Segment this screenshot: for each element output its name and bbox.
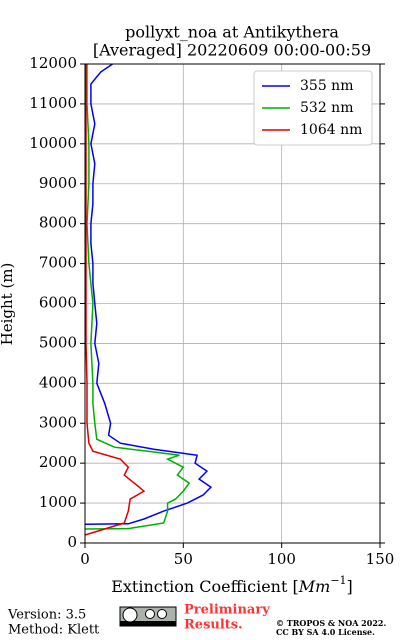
x-tick-label: 100 <box>267 550 296 568</box>
x-label-exponent: −1 <box>330 574 346 587</box>
profile-line <box>84 64 146 536</box>
copyright: CC BY SA 4.0 License. <box>276 627 375 637</box>
legend-label: 355 nm <box>300 78 353 94</box>
y-tick-label: 1000 <box>39 493 77 511</box>
profile-line <box>84 63 213 525</box>
x-label-end: ] <box>347 577 353 596</box>
y-tick-label: 11000 <box>29 94 77 112</box>
y-tick-label: 0 <box>67 533 77 551</box>
y-tick-label: 9000 <box>39 174 77 192</box>
method: Method: Klett <box>8 623 100 638</box>
chart-subtitle: [Averaged] 20220609 00:00-00:59 <box>93 41 371 60</box>
preliminary: Results. <box>184 618 243 633</box>
y-tick-label: 2000 <box>39 453 77 471</box>
y-tick-label: 3000 <box>39 413 77 431</box>
y-tick-label: 8000 <box>39 214 77 232</box>
chart-title: pollyxt_noa at Antikythera <box>125 23 339 42</box>
x-axis-label: Extinction Coefficient [Mm−1] <box>111 574 353 596</box>
y-tick-label: 10000 <box>29 134 77 152</box>
y-tick-label: 4000 <box>39 373 77 391</box>
y-tick-label: 5000 <box>39 333 77 351</box>
copyright: © TROPOS & NOA 2022. <box>276 618 386 628</box>
x-label-unit: Mm <box>298 577 331 596</box>
plot-frame <box>84 63 381 544</box>
preliminary: Preliminary <box>184 603 270 618</box>
x-tick-label: 50 <box>174 550 193 568</box>
x-tick-label: 150 <box>366 550 395 568</box>
y-axis-label: Height (m) <box>0 263 16 346</box>
legend: 355 nm 532 nm 1064 nm <box>253 70 373 146</box>
y-tick-label: 12000 <box>29 54 77 72</box>
x-label-text: Extinction Coefficient [ <box>111 577 299 596</box>
profile-line <box>84 64 191 530</box>
legend-label: 1064 nm <box>300 122 362 138</box>
version: Version: 3.5 <box>7 608 86 623</box>
legend-label: 532 nm <box>300 100 353 116</box>
y-tick-label: 7000 <box>39 254 77 272</box>
y-tick-label: 6000 <box>39 294 77 312</box>
legend-box <box>253 70 373 146</box>
x-tick-label: 0 <box>80 550 90 568</box>
cc-logo <box>119 606 177 627</box>
